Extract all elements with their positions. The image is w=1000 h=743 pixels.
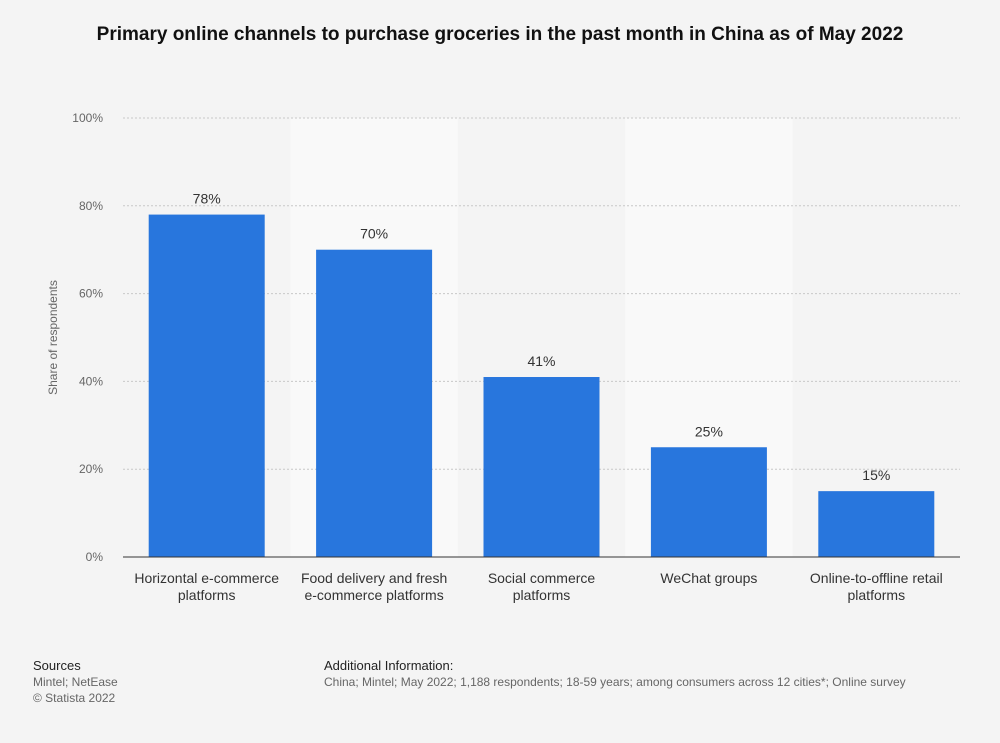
data-label: 25% xyxy=(695,423,723,439)
x-tick-label: Social commerce platforms xyxy=(487,570,596,603)
info-title: Additional Information: xyxy=(324,658,454,673)
data-label: 70% xyxy=(360,226,388,242)
bar xyxy=(316,249,433,557)
y-tick-label: 20% xyxy=(79,462,103,476)
source-line: © Statista 2022 xyxy=(33,691,116,705)
bar xyxy=(650,447,767,557)
sources: Sources Mintel; NetEase © Statista 2022 xyxy=(33,658,118,706)
data-label: 41% xyxy=(527,353,555,369)
x-tick-label: WeChat groups xyxy=(660,570,758,586)
y-tick-label: 100% xyxy=(72,111,103,125)
info-text: China; Mintel; May 2022; 1,188 responden… xyxy=(324,675,906,689)
y-tick-label: 0% xyxy=(86,550,104,564)
x-tick-label: Food delivery and fresh e-commerce platf… xyxy=(300,570,448,603)
chart-title: Primary online channels to purchase groc… xyxy=(96,24,904,45)
y-tick-label: 40% xyxy=(79,374,103,388)
y-tick-label: 80% xyxy=(79,199,103,213)
bar xyxy=(483,377,600,557)
sources-title: Sources xyxy=(33,658,81,673)
bar xyxy=(818,491,935,557)
additional-info: Additional Information: China; Mintel; M… xyxy=(324,658,906,690)
y-axis-label: Share of respondents xyxy=(46,280,60,395)
data-label: 78% xyxy=(193,191,221,207)
x-tick-label: Online-to-offline retail platforms xyxy=(809,570,943,603)
x-tick-label: Horizontal e-commerce platforms xyxy=(134,570,280,603)
bar xyxy=(148,214,265,557)
y-tick-label: 60% xyxy=(79,287,103,301)
source-line: Mintel; NetEase xyxy=(33,675,118,689)
data-label: 15% xyxy=(862,467,890,483)
